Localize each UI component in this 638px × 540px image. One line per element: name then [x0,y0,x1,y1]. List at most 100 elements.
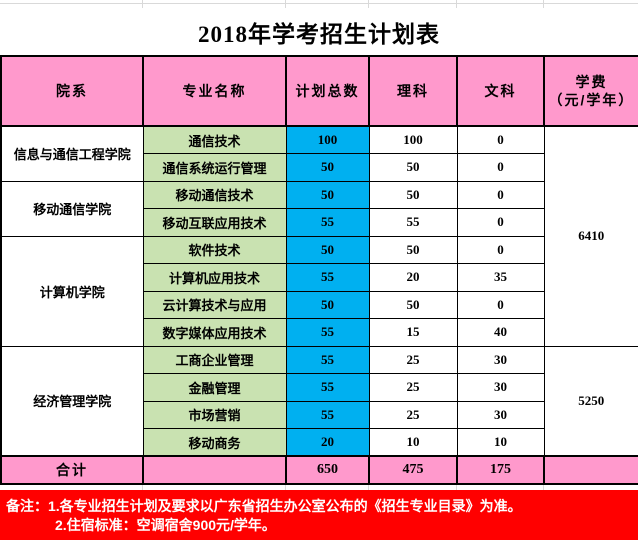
top-margin [0,0,638,8]
gridline-tick [285,485,286,490]
major-cell: 工商企业管理 [142,345,287,374]
arts-cell: 30 [456,400,545,429]
plan-cell: 55 [285,208,370,237]
gridline-tick [285,0,286,8]
col-header-plan: 计划总数 [285,55,370,127]
table-row: 计算机应用技术 55 20 35 [1,263,638,292]
gridline-tick [142,485,143,490]
gridline-tick [368,485,369,490]
table-row: 数字媒体应用技术 55 15 40 [1,318,638,347]
major-cell: 金融管理 [142,373,287,402]
arts-cell: 30 [456,373,545,402]
plan-cell: 50 [285,180,370,209]
gridline-tick [456,485,457,490]
dept-cell: 移动通信学院 [0,180,144,237]
table-row: 云计算技术与应用 50 50 0 [1,290,638,319]
fee-header-line2: （元/学年） [548,92,635,108]
science-cell: 100 [368,125,458,154]
arts-cell: 35 [456,263,545,292]
total-row: 合计 650 475 175 [0,455,638,485]
major-cell: 移动互联应用技术 [142,208,287,237]
total-empty-fee-cell [543,455,638,485]
total-arts-cell: 175 [456,455,545,485]
arts-cell: 0 [456,125,545,154]
plan-cell: 50 [285,235,370,264]
table-row: 经济管理学院 工商企业管理 55 25 30 5250 [0,345,638,457]
col-header-major: 专业名称 [142,55,287,127]
col-header-fee: 学费 （元/学年） [543,55,638,127]
total-plan-cell: 650 [285,455,370,485]
total-empty-major-cell [142,455,287,485]
science-cell: 25 [368,400,458,429]
plan-cell: 50 [285,153,370,182]
science-cell: 55 [368,208,458,237]
enrollment-plan-table: 院系 专业名称 计划总数 理科 文科 学费 （元/学年） 信息与通信工程学院 通… [0,55,638,485]
arts-cell: 0 [456,235,545,264]
col-header-science: 理科 [368,55,458,127]
science-cell: 10 [368,428,458,457]
science-cell: 25 [368,345,458,374]
science-cell: 50 [368,290,458,319]
dept-cell: 信息与通信工程学院 [0,125,144,182]
dept-cell: 计算机学院 [0,235,144,347]
total-label-cell: 合计 [0,455,144,485]
remarks-banner: 备注：1.各专业招生计划及要求以广东省招生办公室公布的《招生专业目录》为准。 2… [0,490,638,540]
fee-cell: 5250 [543,345,638,457]
major-cell: 计算机应用技术 [142,263,287,292]
table-row: 金融管理 55 25 30 [1,373,638,402]
plan-cell: 20 [285,428,370,457]
science-cell: 20 [368,263,458,292]
plan-cell: 100 [285,125,370,154]
major-cell: 移动商务 [142,428,287,457]
remark-line-2: 2.住宿标准：空调宿舍900元/学年。 [55,517,276,533]
plan-cell: 55 [285,400,370,429]
table-row: 市场营销 55 25 30 [1,400,638,429]
plan-cell: 55 [285,318,370,347]
gridline-tick [456,0,457,8]
table-row: 计算机学院 软件技术 50 50 0 [0,235,638,347]
col-header-dept: 院系 [0,55,144,127]
table-row: 移动商务 20 10 10 [1,428,638,457]
arts-cell: 10 [456,428,545,457]
header-row: 院系 专业名称 计划总数 理科 文科 学费 （元/学年） [0,55,638,127]
major-cell: 通信系统运行管理 [142,153,287,182]
major-cell: 通信技术 [142,125,287,154]
fee-cell: 6410 [543,125,638,347]
arts-cell: 40 [456,318,545,347]
dept-cell: 经济管理学院 [0,345,144,457]
arts-cell: 0 [456,208,545,237]
plan-cell: 50 [285,290,370,319]
table-row: 信息与通信工程学院 通信技术 100 100 0 6410 [0,125,638,347]
major-cell: 数字媒体应用技术 [142,318,287,347]
arts-cell: 0 [456,180,545,209]
remark-line-1: 备注：1.各专业招生计划及要求以广东省招生办公室公布的《招生专业目录》为准。 [6,498,522,514]
plan-cell: 55 [285,263,370,292]
arts-cell: 0 [456,290,545,319]
arts-cell: 0 [456,153,545,182]
table-row: 移动互联应用技术 55 55 0 [1,208,638,237]
gridline-tick [142,0,143,8]
plan-cell: 55 [285,373,370,402]
plan-cell: 55 [285,345,370,374]
science-cell: 50 [368,153,458,182]
col-header-arts: 文科 [456,55,545,127]
gridline-horizontal [0,3,638,4]
arts-cell: 30 [456,345,545,374]
science-cell: 50 [368,180,458,209]
table-row: 移动通信学院 移动通信技术 50 50 0 [0,180,638,237]
major-cell: 云计算技术与应用 [142,290,287,319]
gridline-tick [368,0,369,8]
total-science-cell: 475 [368,455,458,485]
fee-header-line1: 学费 [575,73,608,90]
major-cell: 移动通信技术 [142,180,287,209]
table-row: 通信系统运行管理 50 50 0 [1,153,638,182]
gap-strip [0,485,638,490]
science-cell: 25 [368,373,458,402]
major-cell: 市场营销 [142,400,287,429]
science-cell: 50 [368,235,458,264]
science-cell: 15 [368,318,458,347]
gridline-tick [543,485,544,490]
page-title: 2018年学考招生计划表 [0,8,638,55]
major-cell: 软件技术 [142,235,287,264]
